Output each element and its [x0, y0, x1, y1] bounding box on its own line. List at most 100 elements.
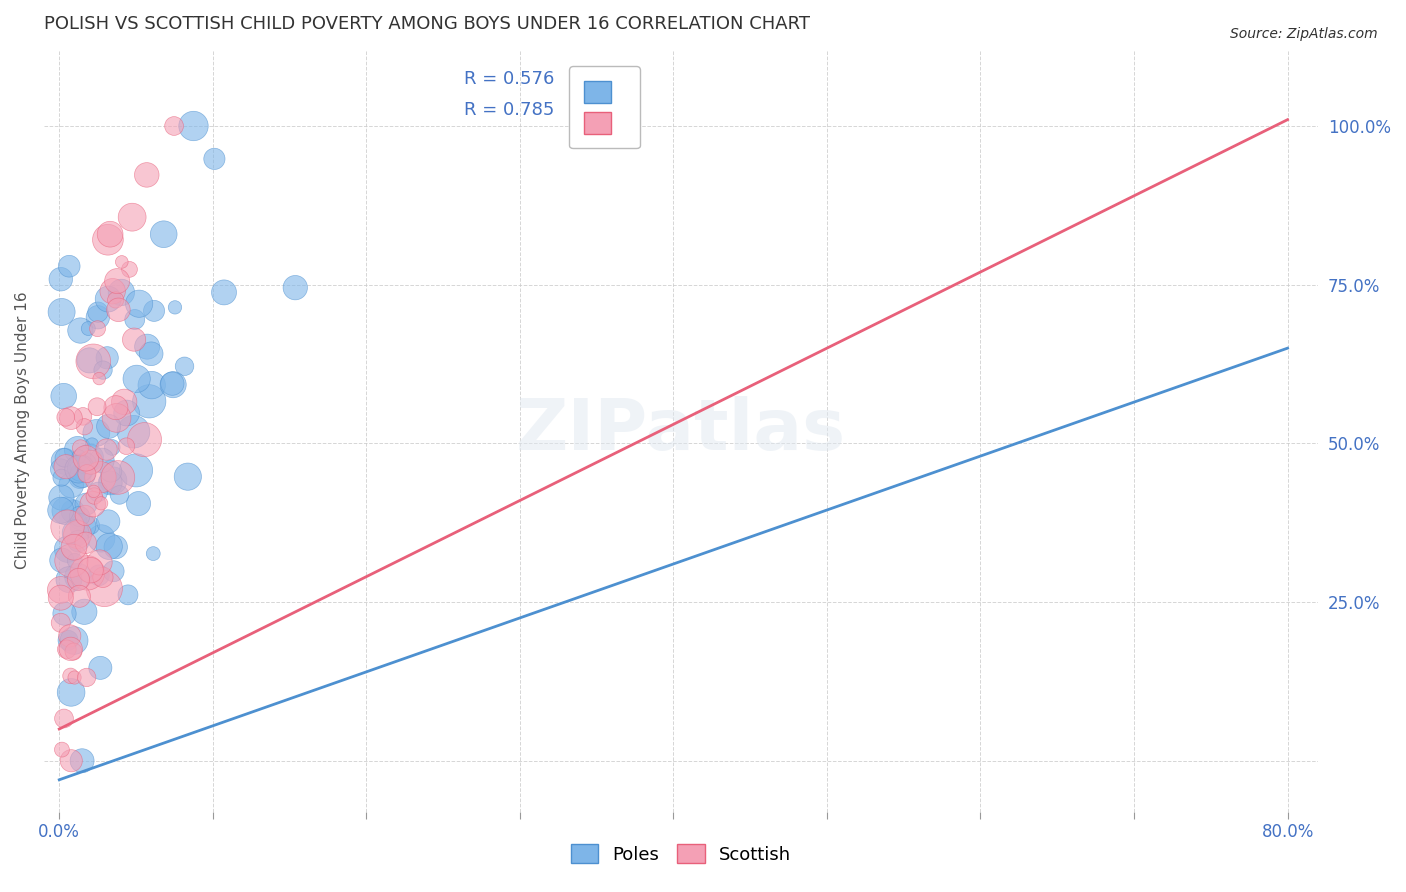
Point: [73, 419, 96, 434]
Point: [60, 754, 83, 768]
Point: [67, 514, 90, 528]
Point: [177, 469, 200, 483]
Point: [77, 321, 100, 335]
Point: [75, 536, 97, 550]
Point: [115, 439, 138, 453]
Legend: , : ,: [569, 67, 640, 148]
Point: [87, 310, 110, 325]
Point: [60, 685, 83, 699]
Point: [121, 210, 143, 224]
Point: [98, 227, 121, 242]
Point: [62, 644, 84, 658]
Point: [91, 363, 114, 377]
Point: [69, 461, 91, 475]
Y-axis label: Child Poverty Among Boys Under 16: Child Poverty Among Boys Under 16: [15, 292, 30, 569]
Point: [97, 419, 120, 434]
Point: [83, 484, 105, 499]
Point: [183, 119, 205, 133]
Point: [51, 470, 73, 484]
Point: [67, 573, 90, 587]
Point: [115, 406, 138, 420]
Point: [117, 588, 139, 602]
Point: [53, 607, 76, 621]
Point: [63, 633, 86, 648]
Point: [53, 450, 76, 465]
Point: [112, 394, 135, 409]
Point: [104, 293, 127, 307]
Point: [89, 470, 111, 484]
Point: [163, 119, 186, 133]
Point: [89, 556, 111, 570]
Point: [55, 504, 77, 518]
Point: [91, 570, 114, 584]
Point: [65, 526, 87, 541]
Point: [56, 633, 79, 648]
Point: [108, 488, 131, 502]
Point: [66, 527, 89, 541]
Point: [87, 568, 110, 582]
Point: [51, 491, 73, 505]
Point: [101, 284, 124, 298]
Point: [53, 711, 76, 725]
Point: [79, 450, 101, 465]
Point: [122, 333, 145, 347]
Point: [163, 301, 186, 315]
Point: [136, 340, 159, 354]
Point: [52, 389, 75, 403]
Point: [59, 411, 82, 425]
Point: [87, 305, 110, 319]
Text: POLISH VS SCOTTISH CHILD POVERTY AMONG BOYS UNDER 16 CORRELATION CHART: POLISH VS SCOTTISH CHILD POVERTY AMONG B…: [44, 15, 810, 33]
Point: [107, 302, 129, 317]
Point: [69, 470, 91, 484]
Point: [86, 425, 108, 440]
Point: [284, 280, 307, 294]
Point: [87, 484, 110, 499]
Point: [128, 296, 150, 310]
Point: [49, 462, 72, 476]
Point: [60, 478, 83, 492]
Point: [125, 372, 148, 386]
Point: [96, 442, 118, 457]
Point: [49, 582, 72, 597]
Point: [122, 425, 145, 439]
Point: [125, 463, 148, 477]
Point: [143, 304, 166, 318]
Point: [105, 274, 128, 288]
Point: [76, 467, 98, 481]
Point: [75, 508, 97, 523]
Point: [90, 453, 112, 467]
Point: [53, 454, 76, 468]
Point: [141, 347, 163, 361]
Point: [73, 605, 96, 619]
Point: [49, 272, 72, 286]
Point: [59, 629, 82, 643]
Point: [103, 564, 125, 578]
Point: [67, 589, 90, 603]
Point: [97, 515, 120, 529]
Point: [93, 582, 115, 596]
Point: [56, 642, 79, 657]
Point: [67, 450, 90, 464]
Point: [76, 670, 98, 684]
Point: [86, 400, 108, 414]
Point: [97, 233, 120, 247]
Point: [90, 532, 112, 546]
Point: [72, 467, 94, 482]
Point: [100, 464, 122, 478]
Point: [141, 378, 163, 392]
Point: [75, 497, 97, 511]
Point: [89, 661, 111, 675]
Point: [56, 519, 79, 533]
Point: [83, 489, 105, 503]
Point: [79, 353, 101, 368]
Point: [86, 321, 108, 335]
Point: [173, 359, 195, 374]
Point: [76, 566, 98, 580]
Point: [98, 475, 121, 490]
Point: [152, 227, 174, 242]
Point: [89, 371, 111, 385]
Point: [70, 754, 93, 768]
Point: [72, 409, 94, 424]
Point: [96, 351, 118, 365]
Point: [67, 570, 90, 584]
